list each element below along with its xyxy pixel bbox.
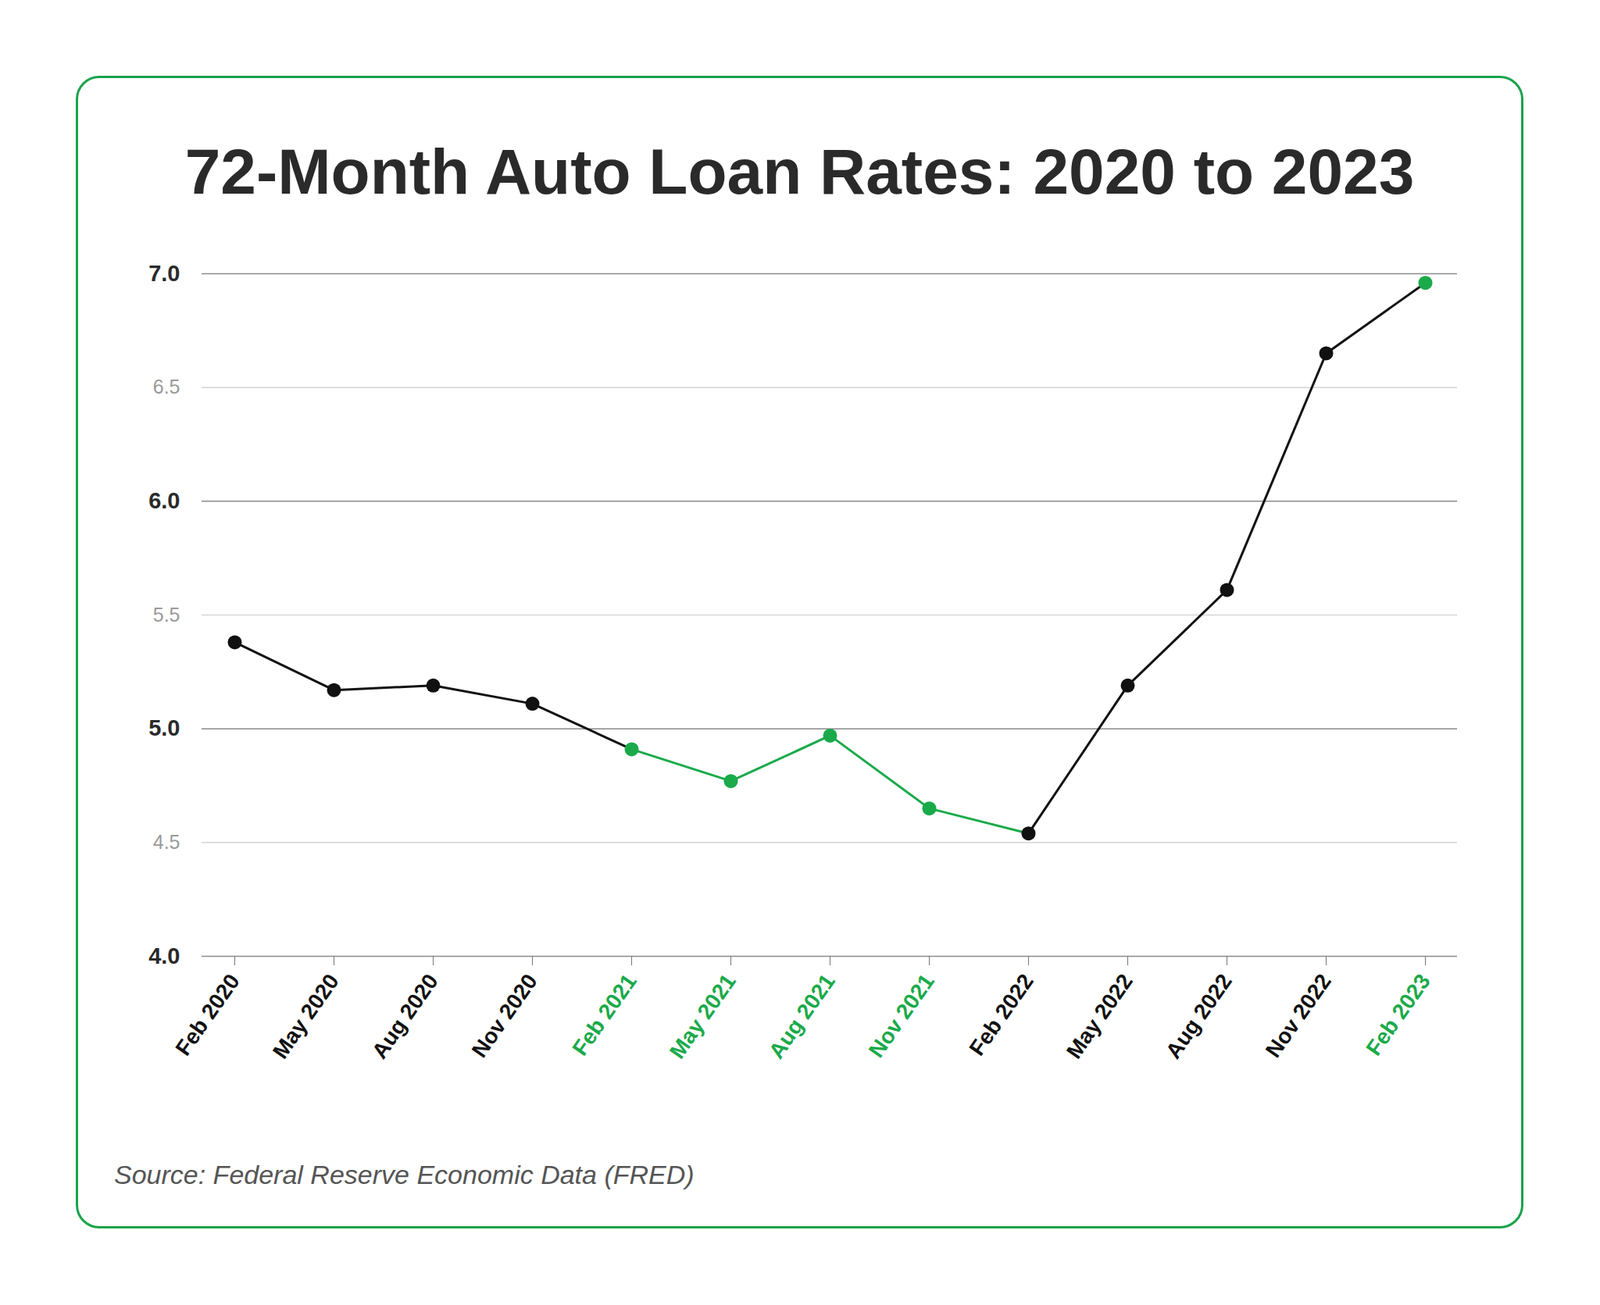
html-text:Source: Federal Reserve Econom: Source: Federal Reserve Economic Data (F… bbox=[114, 1160, 695, 1190]
svg-text:5.5: 5.5 bbox=[153, 603, 181, 626]
svg-text:May 2022: May 2022 bbox=[1061, 969, 1138, 1064]
svg-text:May 2020: May 2020 bbox=[267, 969, 344, 1064]
svg-text:Aug 2020: Aug 2020 bbox=[367, 969, 443, 1064]
svg-text:Feb 2021: Feb 2021 bbox=[567, 969, 642, 1061]
svg-text:6.5: 6.5 bbox=[153, 375, 181, 398]
html-text:72-Month Auto Loan Rates: 2020: 72-Month Auto Loan Rates: 2020 to 2023 bbox=[185, 135, 1415, 208]
svg-text:May 2021: May 2021 bbox=[664, 969, 741, 1064]
svg-text:4.5: 4.5 bbox=[153, 831, 181, 854]
svg-text:Nov 2020: Nov 2020 bbox=[467, 969, 543, 1063]
svg-text:Feb 2022: Feb 2022 bbox=[964, 969, 1039, 1061]
svg-text:Feb 2020: Feb 2020 bbox=[171, 969, 245, 1061]
svg-text:4.0: 4.0 bbox=[148, 943, 180, 969]
svg-text:Aug 2022: Aug 2022 bbox=[1160, 969, 1237, 1064]
svg-text:Nov 2021: Nov 2021 bbox=[864, 969, 940, 1063]
svg-text:Aug 2021: Aug 2021 bbox=[764, 969, 840, 1064]
svg-text:5.0: 5.0 bbox=[148, 715, 180, 741]
svg-text:Nov 2022: Nov 2022 bbox=[1260, 969, 1336, 1063]
svg-text:6.0: 6.0 bbox=[148, 488, 180, 514]
svg-text:7.0: 7.0 bbox=[148, 260, 180, 286]
svg-text:Feb 2023: Feb 2023 bbox=[1361, 969, 1436, 1061]
